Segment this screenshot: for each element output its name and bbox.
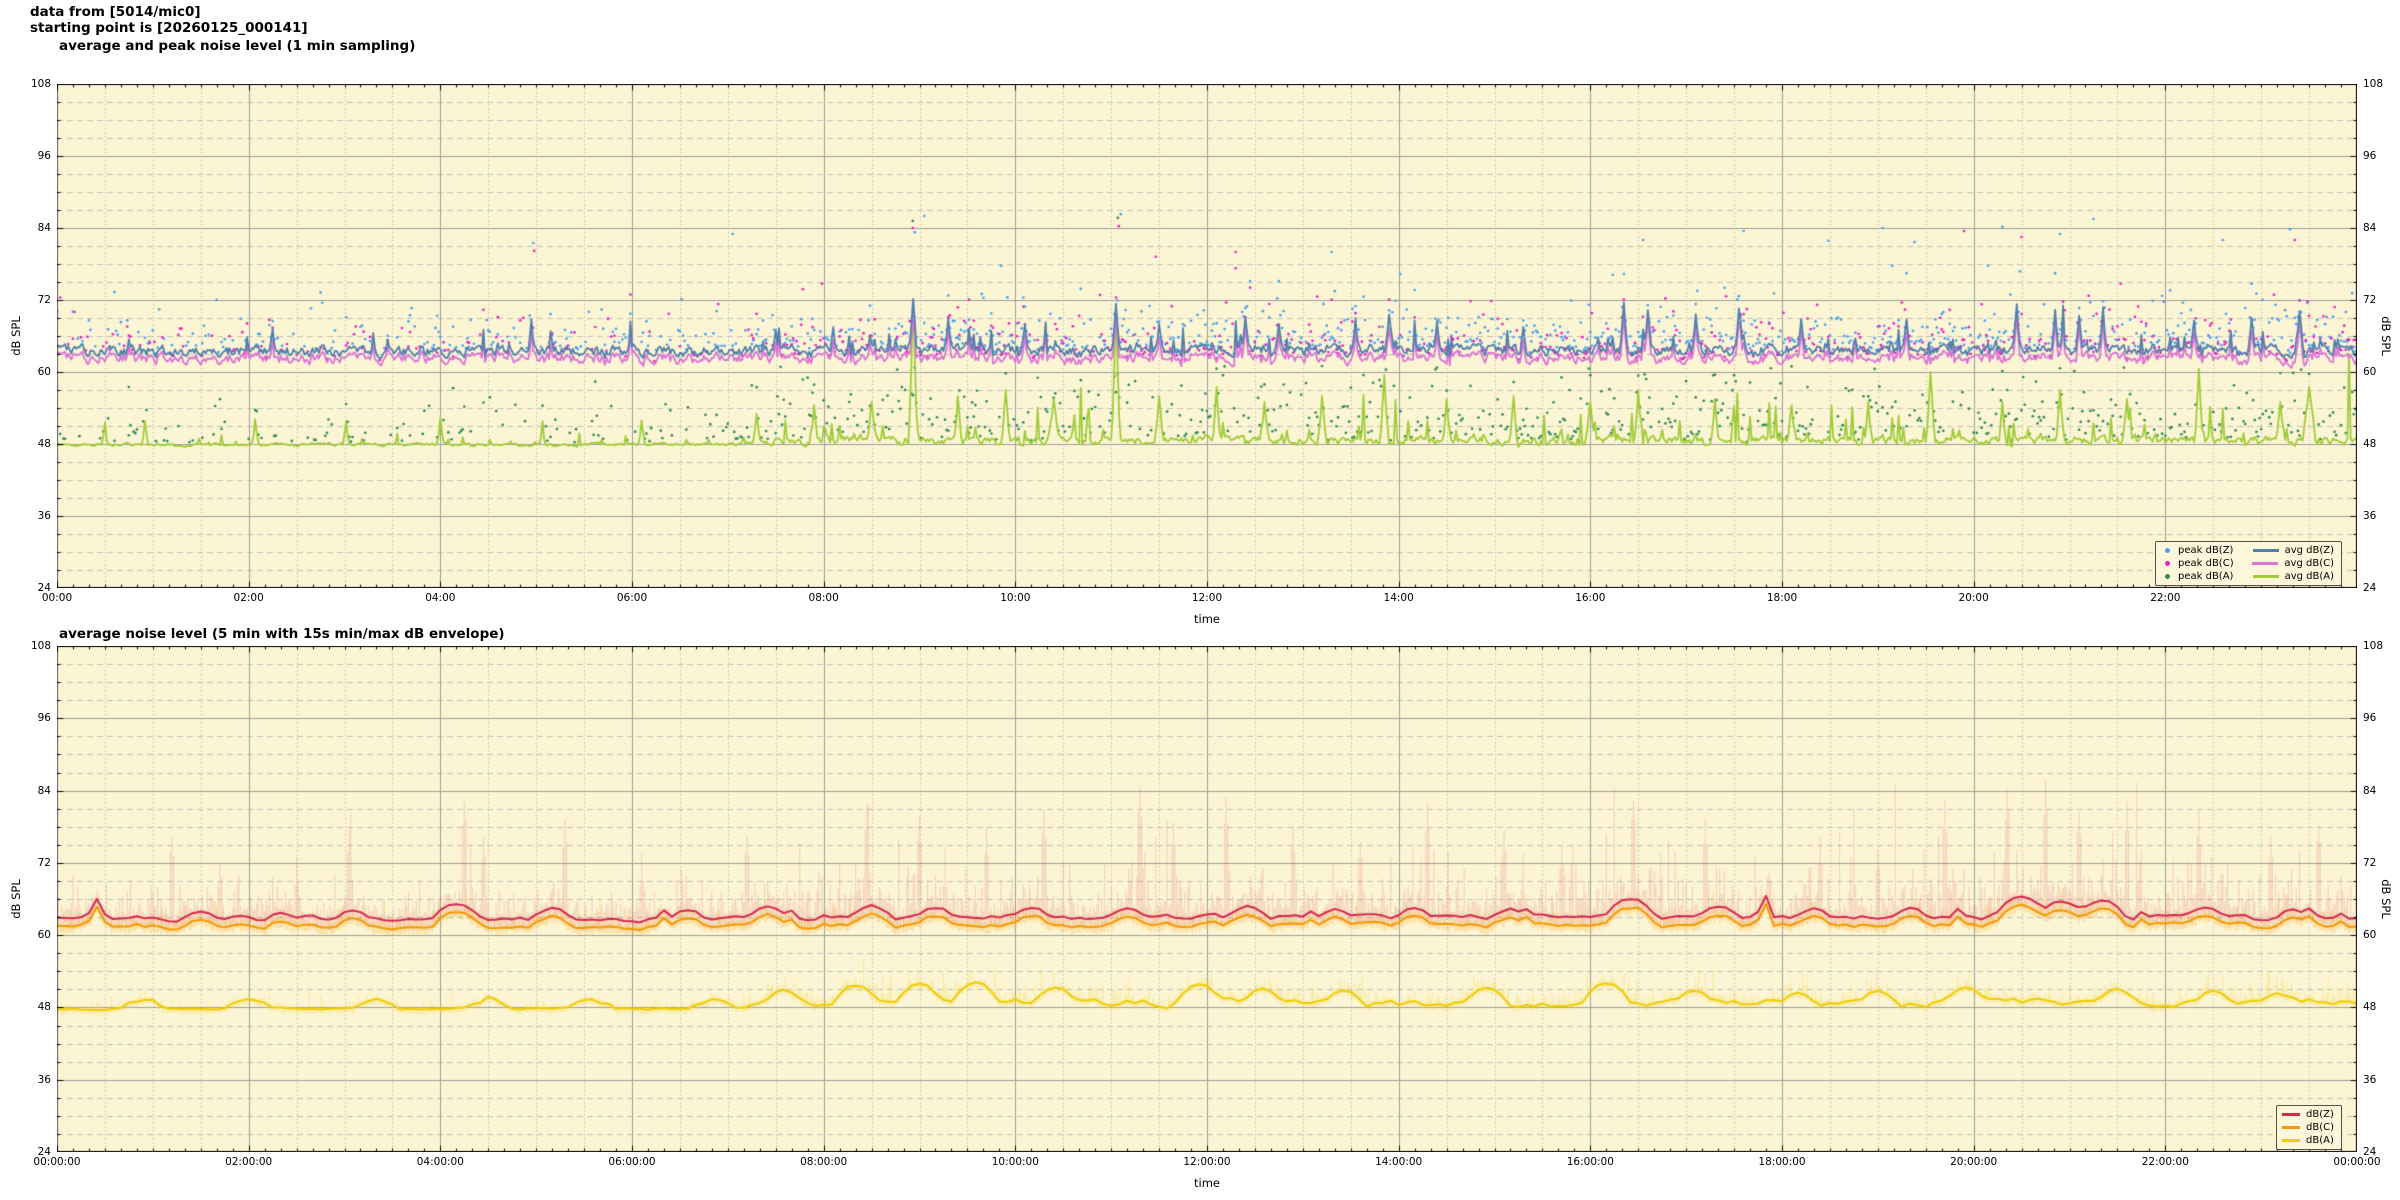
- chart2-y2-axis-label: dB SPL: [2379, 879, 2393, 919]
- x-tick-label: 10:00: [1000, 592, 1031, 604]
- x-tick-label: 02:00: [233, 592, 264, 604]
- y-tick-label: 36: [2363, 510, 2377, 522]
- x-tick-label: 00:00: [41, 592, 73, 604]
- x-tick-label: 08:00:00: [800, 1156, 848, 1168]
- x-tick-label: 06:00: [616, 592, 648, 604]
- y-tick-label: 60: [37, 366, 51, 378]
- x-tick-label: 00:00:00: [2333, 1156, 2381, 1168]
- legend-swatch-dbz-icon: [2282, 1113, 2300, 1116]
- y-tick-label: 72: [2363, 856, 2377, 869]
- x-tick-label: 02:00:00: [225, 1156, 273, 1168]
- x-tick-label: 18:00:00: [1758, 1156, 1806, 1168]
- chart1-y-axis-label: dB SPL: [9, 316, 23, 356]
- legend-label-dba: dB(A): [2306, 1135, 2334, 1146]
- y-tick-label: 60: [2363, 929, 2377, 942]
- x-tick-label: 14:00: [1383, 592, 1414, 604]
- y-tick-label: 84: [37, 222, 51, 234]
- chart1-x-axis-label: time: [1194, 612, 1220, 626]
- y-tick-label: 60: [37, 929, 51, 942]
- x-tick-label: 12:00: [1191, 592, 1223, 604]
- x-tick-label: 04:00:00: [416, 1156, 464, 1168]
- y-tick-label: 36: [37, 510, 51, 522]
- legend-swatch-avg-dbc-icon: [2252, 562, 2279, 565]
- chart2-y-axis-label: dB SPL: [9, 879, 23, 919]
- legend-swatch-avg-dbz-icon: [2252, 549, 2279, 552]
- header-starting-point: starting point is [20260125_000141]: [30, 20, 308, 36]
- legend-label-peak-dba: peak dB(A): [2178, 571, 2234, 582]
- legend-label-avg-dbz: avg dB(Z): [2284, 545, 2334, 556]
- chart2-x-axis-label: time: [1194, 1176, 1220, 1190]
- x-tick-label: 16:00: [1575, 592, 1606, 604]
- y-tick-label: 24: [37, 582, 51, 594]
- y-tick-label: 48: [2363, 1001, 2377, 1014]
- legend-label-avg-dbc: avg dB(C): [2284, 558, 2334, 569]
- y-tick-label: 96: [37, 712, 51, 725]
- legend-swatch-dbc-icon: [2282, 1126, 2300, 1129]
- legend-label-dbz: dB(Z): [2306, 1109, 2334, 1120]
- y-tick-label: 108: [30, 640, 51, 652]
- legend-label-avg-dba: avg dB(A): [2284, 571, 2334, 582]
- chart2-legend: dB(Z) dB(C) dB(A): [2276, 1105, 2342, 1150]
- y-tick-label: 108: [2363, 640, 2384, 652]
- y-tick-label: 48: [37, 438, 51, 450]
- x-tick-label: 18:00: [1766, 592, 1798, 604]
- y-tick-label: 84: [2363, 784, 2377, 797]
- y-tick-label: 24: [2363, 582, 2377, 594]
- x-tick-label: 00:00:00: [33, 1156, 81, 1168]
- y-tick-label: 108: [2363, 78, 2384, 90]
- x-tick-label: 16:00:00: [1566, 1156, 1614, 1168]
- x-tick-label: 10:00:00: [991, 1156, 1039, 1168]
- legend-swatch-avg-dba-icon: [2252, 575, 2279, 578]
- legend-label-dbc: dB(C): [2306, 1122, 2334, 1133]
- legend-marker-peak-dbc-icon: [2165, 561, 2170, 566]
- x-tick-label: 12:00:00: [1183, 1156, 1231, 1168]
- chart2-title: average noise level (5 min with 15s min/…: [59, 626, 505, 642]
- legend-label-peak-dbz: peak dB(Z): [2178, 545, 2234, 556]
- y-tick-label: 36: [2363, 1073, 2377, 1086]
- x-tick-label: 14:00:00: [1375, 1156, 1423, 1168]
- legend-label-peak-dbc: peak dB(C): [2178, 558, 2234, 569]
- legend-swatch-dba-icon: [2282, 1139, 2300, 1142]
- y-tick-label: 96: [2363, 150, 2377, 162]
- x-tick-label: 04:00: [425, 592, 456, 604]
- y-tick-label: 60: [2363, 366, 2377, 378]
- chart2-plot-canvas: [57, 646, 2357, 1152]
- y-tick-label: 48: [37, 1001, 51, 1014]
- y-tick-label: 48: [2363, 438, 2377, 450]
- y-tick-label: 108: [30, 78, 51, 90]
- x-tick-label: 22:00:00: [2141, 1156, 2189, 1168]
- legend-marker-peak-dbz-icon: [2165, 548, 2170, 553]
- chart1-legend: peak dB(Z) avg dB(Z) peak dB(C) avg dB(C…: [2155, 541, 2342, 586]
- x-tick-label: 22:00: [2150, 592, 2181, 604]
- legend-marker-peak-dba-icon: [2165, 574, 2170, 579]
- y-tick-label: 84: [37, 784, 51, 797]
- y-tick-label: 84: [2363, 222, 2377, 234]
- y-tick-label: 72: [2363, 294, 2377, 306]
- y-tick-label: 96: [2363, 712, 2377, 725]
- y-tick-label: 72: [37, 294, 51, 306]
- header-data-source: data from [5014/mic0]: [30, 4, 201, 20]
- y-tick-label: 24: [37, 1146, 51, 1158]
- x-tick-label: 08:00: [808, 592, 839, 604]
- x-tick-label: 06:00:00: [608, 1156, 656, 1168]
- y-tick-label: 24: [2363, 1146, 2377, 1158]
- chart1-plot-canvas: [57, 84, 2357, 588]
- chart1-title: average and peak noise level (1 min samp…: [59, 38, 416, 54]
- chart1-y2-axis-label: dB SPL: [2379, 316, 2393, 356]
- y-tick-label: 36: [37, 1073, 51, 1086]
- y-tick-label: 96: [37, 150, 51, 162]
- y-tick-label: 72: [37, 856, 51, 869]
- x-tick-label: 20:00:00: [1950, 1156, 1998, 1168]
- x-tick-label: 20:00: [1958, 592, 1989, 604]
